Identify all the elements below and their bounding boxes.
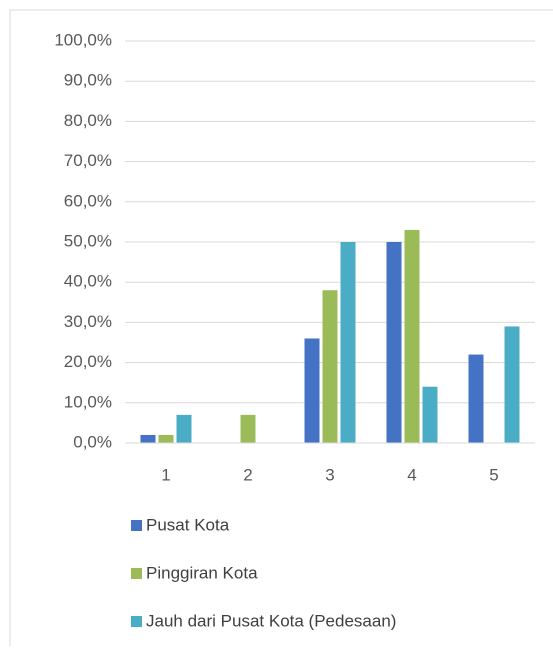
bar [386,242,402,443]
bar [340,242,356,443]
bar [176,414,192,443]
y-tick-label: 20,0% [64,352,112,371]
y-tick-label: 40,0% [64,272,112,291]
y-tick-label: 10,0% [64,392,112,411]
x-tick-label: 2 [243,465,252,484]
x-tick-label: 1 [161,465,170,484]
legend-label: Pusat Kota [146,515,230,534]
y-tick-label: 70,0% [64,151,112,170]
chart-border [9,9,553,646]
x-tick-label: 5 [489,465,498,484]
y-tick-label: 80,0% [64,111,112,130]
legend-label: Jauh dari Pusat Kota (Pedesaan) [146,611,396,630]
bar [240,414,256,443]
legend-swatch [131,520,142,531]
bar [504,326,520,443]
y-tick-label: 0,0% [73,432,112,451]
bar [468,354,484,443]
x-tick-label: 4 [407,465,416,484]
bar [322,290,338,443]
bar [158,434,174,443]
y-tick-label: 100,0% [54,30,112,49]
y-tick-label: 90,0% [64,71,112,90]
legend-swatch [131,616,142,627]
y-tick-label: 60,0% [64,191,112,210]
bar [422,386,438,443]
legend-label: Pinggiran Kota [146,563,258,582]
y-tick-label: 30,0% [64,312,112,331]
y-tick-label: 50,0% [64,231,112,250]
bar [404,229,420,443]
x-tick-label: 3 [325,465,334,484]
bar [140,434,156,443]
legend-swatch [131,568,142,579]
bar [304,338,320,443]
